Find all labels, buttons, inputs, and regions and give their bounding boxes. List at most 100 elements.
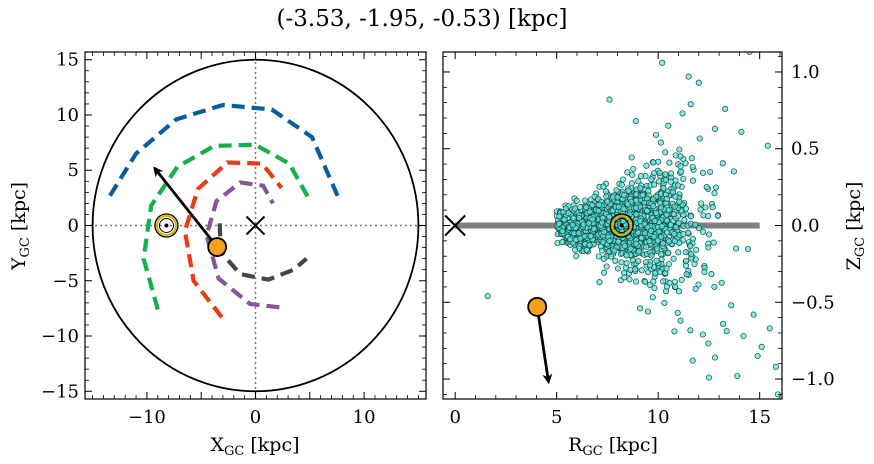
star-point [663,265,670,272]
star-point [635,229,642,236]
star-point [618,259,625,266]
star-point [573,253,580,260]
star-point [675,219,682,227]
star-point [705,212,712,220]
star-point [601,229,608,236]
star-point [600,239,607,246]
star-point [701,268,708,276]
star-point [571,205,578,212]
star-point [679,110,686,117]
spiral-arm-4 [204,180,280,310]
star-point [705,374,712,381]
star-point [667,221,674,229]
star-point [619,176,627,183]
x-tick-label: 10 [353,407,376,428]
sun-yellow-ring [611,215,633,236]
star-point [561,216,568,223]
star-point [580,221,587,228]
star-point [595,253,602,260]
star-point [740,332,747,340]
star-point [664,229,671,236]
star-point [670,211,678,218]
star-point [689,177,697,184]
star-point [648,252,655,259]
star-point [677,153,684,160]
star-point [629,171,636,178]
star-point [650,203,657,210]
star-point [642,278,649,285]
star-point [653,131,660,138]
star-point [571,246,579,253]
galactic-center-marker [245,215,266,236]
sun-outer-ring [154,213,179,238]
star-point [628,180,635,187]
star-point [699,169,706,176]
star-point [644,308,652,315]
y-tick-label: 0 [68,216,79,237]
star-point [556,220,563,227]
star-point [676,198,683,205]
star-point [705,231,713,238]
star-point [711,190,718,197]
star-point [687,327,694,334]
star-point [682,160,689,167]
star-point [677,163,684,170]
star-point [658,233,665,241]
star-point [653,257,660,264]
star-point [646,281,653,289]
star-point [646,262,653,269]
star-point [708,271,715,278]
star-point [637,218,644,225]
star-point [625,187,632,194]
star-point [663,196,670,203]
y-tick-label: −10 [41,326,79,347]
star-point [662,176,669,183]
star-point [644,207,651,214]
star-point [615,203,622,211]
star-point [711,354,719,361]
star-point [612,257,619,264]
star-point [699,228,707,235]
star-point [662,149,669,156]
star-point [678,276,685,283]
star-point [624,169,631,176]
star-point [688,251,695,258]
star-point [699,331,706,338]
sun-dot [164,223,169,228]
star-point [728,302,735,309]
star-point [702,204,709,211]
star-point [671,230,678,237]
star-point [606,213,613,220]
star-point [589,216,596,223]
star-point [643,162,650,169]
star-point [615,238,622,245]
galactic-center-marker-r [444,214,466,237]
star-point [603,193,610,200]
star-point [600,255,607,262]
sun-inner-ring [614,218,630,233]
star-point [573,197,580,204]
star-point [618,181,625,188]
y-tick-label: 5 [68,160,79,181]
star-point [658,223,665,230]
star-point [682,262,690,269]
star-point [692,221,699,228]
x-tick-label: 0 [250,407,261,428]
star-point [638,235,645,242]
star-point [643,259,650,266]
star-point [648,176,655,183]
x-tick-label: 10 [647,407,670,428]
star-point [643,243,650,250]
y-tick-label: 10 [56,105,79,126]
star-point [666,279,673,286]
y-tick-label: −1.0 [791,369,835,390]
velocity-arrow [153,166,219,248]
star-point [695,281,702,288]
star-point [672,177,679,184]
outer-galaxy-circle [91,58,420,393]
y-tick-label: 0.0 [791,216,820,237]
velocity-arrow-r [535,306,553,385]
star-point [650,159,657,166]
star-point [683,271,690,278]
star-point [711,125,719,132]
